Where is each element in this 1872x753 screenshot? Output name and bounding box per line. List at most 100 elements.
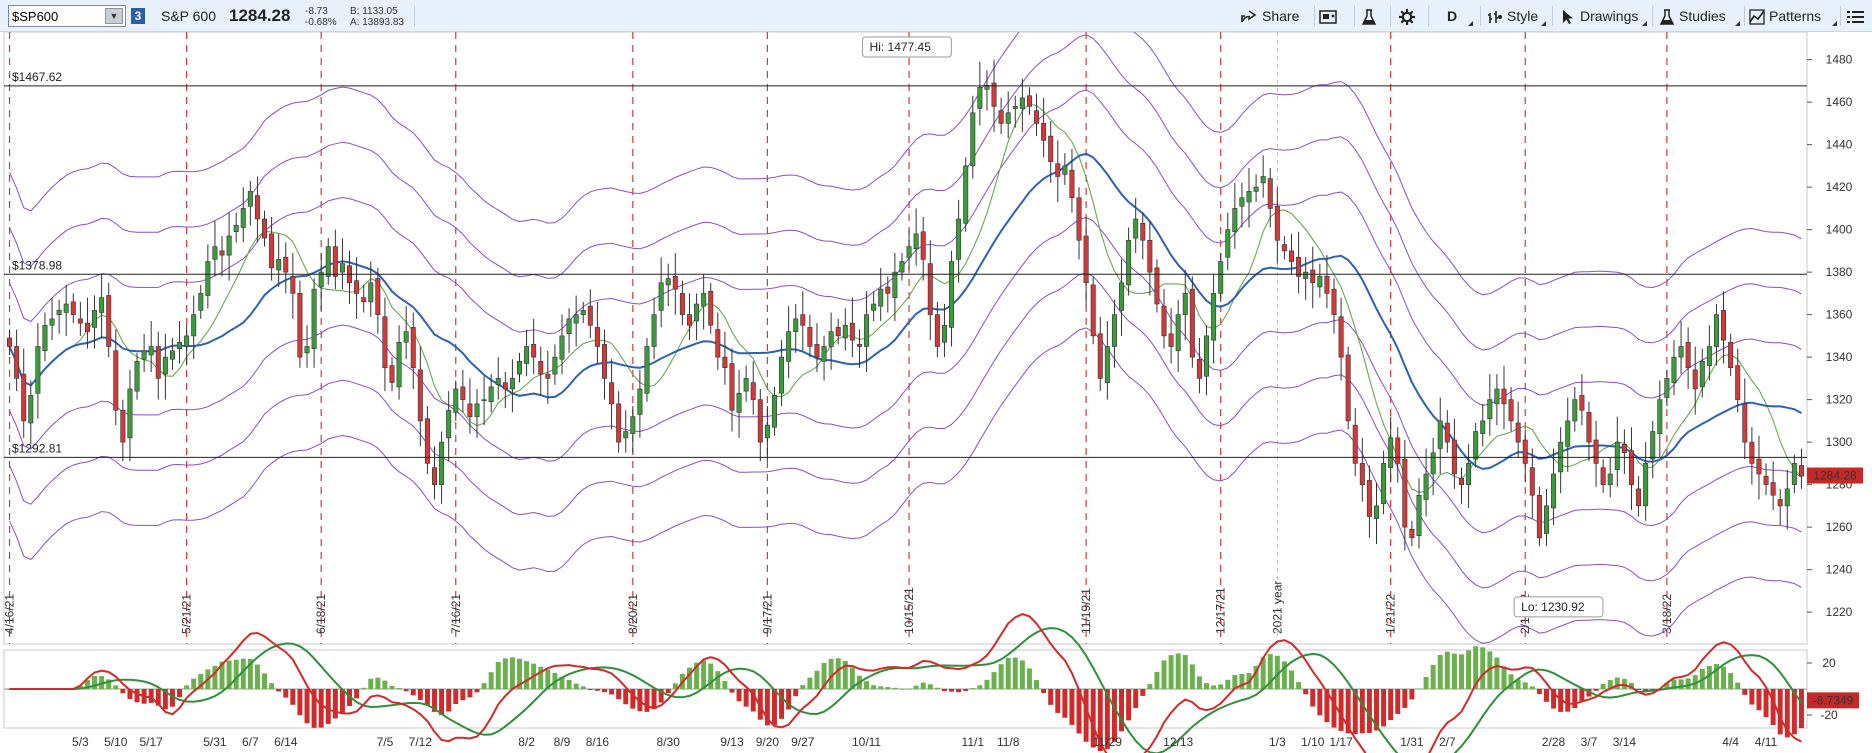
macd-histogram-bar xyxy=(127,689,133,700)
toolbar-divider xyxy=(1354,6,1355,26)
macd-histogram-bar xyxy=(1090,689,1096,748)
candle xyxy=(1579,374,1585,426)
candle-body xyxy=(212,246,218,260)
macd-histogram-bar xyxy=(1296,682,1302,689)
date-axis-label: 8/9 xyxy=(554,735,571,749)
macd-histogram-bar xyxy=(368,678,374,689)
symbol-box[interactable]: ▼ xyxy=(8,5,126,27)
date-axis-label: 12/13 xyxy=(1163,735,1193,749)
candle-body xyxy=(871,303,877,311)
candle xyxy=(1721,291,1727,364)
flask-button[interactable] xyxy=(1360,4,1382,28)
candle-body xyxy=(84,322,90,332)
macd-histogram-bar xyxy=(1168,655,1174,689)
candle xyxy=(1076,187,1082,260)
candle xyxy=(432,446,437,500)
price-axis-label: 1220 xyxy=(1826,605,1853,619)
period-label: D xyxy=(1447,8,1458,24)
macd-histogram-bar xyxy=(1664,683,1670,689)
macd-histogram-bar xyxy=(495,661,501,689)
screenshot-button[interactable] xyxy=(1318,4,1344,28)
candle-body xyxy=(247,191,253,207)
macd-histogram-bar xyxy=(1416,688,1422,690)
macd-histogram-bar xyxy=(1104,689,1110,749)
date-axis-label: 8/30 xyxy=(657,735,681,749)
date-axis-label: 9/13 xyxy=(720,735,744,749)
candle-body xyxy=(205,261,211,296)
candle xyxy=(1529,448,1535,519)
candle-body xyxy=(1515,422,1521,443)
candle xyxy=(141,333,147,372)
symbol-input[interactable] xyxy=(12,8,104,24)
candle-body xyxy=(1657,399,1663,434)
chevron-down-icon[interactable]: ▼ xyxy=(105,8,123,24)
style-button[interactable]: Style xyxy=(1487,4,1538,28)
candle-body xyxy=(609,382,615,405)
candle xyxy=(332,229,338,290)
studies-button[interactable]: Studies xyxy=(1659,4,1726,28)
price-level-label: $1467.62 xyxy=(12,70,62,84)
candle-body xyxy=(106,295,112,347)
candle-body xyxy=(233,225,239,233)
candle-body xyxy=(1600,467,1606,485)
candle-body xyxy=(56,310,62,315)
expiration-label: 3/18/22 xyxy=(1660,594,1674,634)
candle-body xyxy=(743,378,749,392)
macd-histogram-bar xyxy=(1777,689,1783,735)
candle xyxy=(325,238,331,285)
candle-body xyxy=(1026,95,1032,107)
candle xyxy=(424,406,430,474)
candle-body xyxy=(538,361,544,375)
candle xyxy=(757,389,763,462)
candle xyxy=(169,338,175,370)
macd-histogram-bar xyxy=(155,689,161,706)
candle xyxy=(1168,308,1174,364)
candle-body xyxy=(644,346,650,394)
patterns-icon xyxy=(1749,9,1765,25)
menu-button[interactable] xyxy=(1846,4,1870,28)
candle-body xyxy=(616,403,622,443)
candle xyxy=(1600,459,1606,494)
candle xyxy=(1154,259,1160,313)
macd-histogram-bar xyxy=(1565,689,1571,712)
price-chart[interactable]: 4/16/21 5/21/21 6/18/21 7/16/21 8/20/21 9/17/… xyxy=(0,32,1872,753)
drawings-button[interactable]: Drawings xyxy=(1560,4,1638,28)
date-axis-label: 11/1 xyxy=(962,735,985,749)
candle xyxy=(835,318,841,345)
candle xyxy=(686,293,692,341)
settings-button[interactable] xyxy=(1398,4,1420,28)
macd-histogram-bar xyxy=(1529,686,1535,689)
macd-histogram-bar xyxy=(1735,682,1741,689)
candle-body xyxy=(1352,424,1358,464)
candle-body xyxy=(488,386,494,403)
macd-histogram-bar xyxy=(1466,650,1472,689)
lower-band-line-1 xyxy=(9,216,1802,534)
candle xyxy=(1352,408,1358,477)
candle-body xyxy=(1196,358,1202,379)
candle-body xyxy=(1756,458,1762,475)
date-axis-label: 7/12 xyxy=(409,735,433,749)
symbol-badge[interactable]: 3 xyxy=(131,8,145,24)
candle xyxy=(481,376,487,426)
candle-body xyxy=(1175,314,1181,352)
period-button[interactable]: D xyxy=(1447,4,1457,28)
candle xyxy=(1161,289,1167,349)
candle xyxy=(984,70,990,111)
candle xyxy=(1671,340,1677,396)
candle-body xyxy=(339,263,345,273)
candle xyxy=(545,350,551,404)
candle xyxy=(1218,253,1224,302)
candle xyxy=(1628,427,1634,511)
candle xyxy=(1062,153,1068,185)
candle-body xyxy=(460,386,466,400)
macd-histogram-bar xyxy=(339,689,345,713)
macd-histogram-bar xyxy=(1317,689,1323,716)
macd-histogram-bar xyxy=(1388,689,1394,721)
patterns-button[interactable]: Patterns xyxy=(1749,4,1821,28)
macd-histogram-bar xyxy=(1798,689,1804,729)
share-button[interactable]: Share xyxy=(1240,4,1299,28)
candle-body xyxy=(885,286,891,294)
candle xyxy=(120,399,126,462)
candle-body xyxy=(594,327,600,347)
candle xyxy=(552,344,558,385)
